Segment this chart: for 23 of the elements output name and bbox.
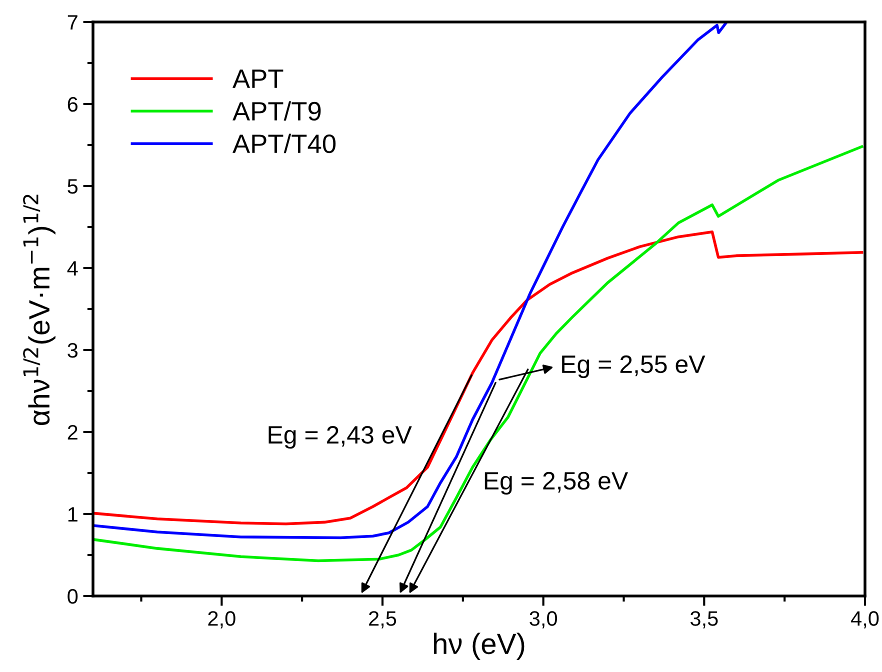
x-tick-label: 3,5 xyxy=(690,611,718,628)
x-tick-label: 2,0 xyxy=(208,611,236,628)
legend-label: APT xyxy=(232,70,284,88)
y-tick-label: 4 xyxy=(67,261,78,276)
legend-label: APT/T9 xyxy=(232,101,321,121)
x-axis-title: hν (eV) xyxy=(434,632,524,660)
legend-label: APT/T40 xyxy=(232,134,336,154)
x-tick-label: 4,0 xyxy=(851,611,879,628)
annotation: Eg = 2,55 eV xyxy=(562,355,706,378)
y-tick-label: 5 xyxy=(68,179,78,194)
y-tick-label: 3 xyxy=(68,343,78,358)
y-tick-label: 1 xyxy=(68,507,78,522)
y-tick-label: 2 xyxy=(68,425,78,440)
x-tick-label: 3,0 xyxy=(530,611,557,628)
y-tick-label: 7 xyxy=(68,15,78,30)
y-tick-label: 0 xyxy=(68,589,78,604)
annotation: Eg = 2,58 eV xyxy=(484,472,628,495)
line-series xyxy=(93,22,728,540)
x-tick-label: 2,5 xyxy=(369,611,396,628)
y-tick-label: 6 xyxy=(68,97,78,112)
line-series xyxy=(93,230,864,526)
annotation: Eg = 2,43 eV xyxy=(268,426,412,449)
y-axis-title: αhν$^{1/2}$(eV·m$^{−1}$)$^{1/2}$ xyxy=(23,194,56,426)
